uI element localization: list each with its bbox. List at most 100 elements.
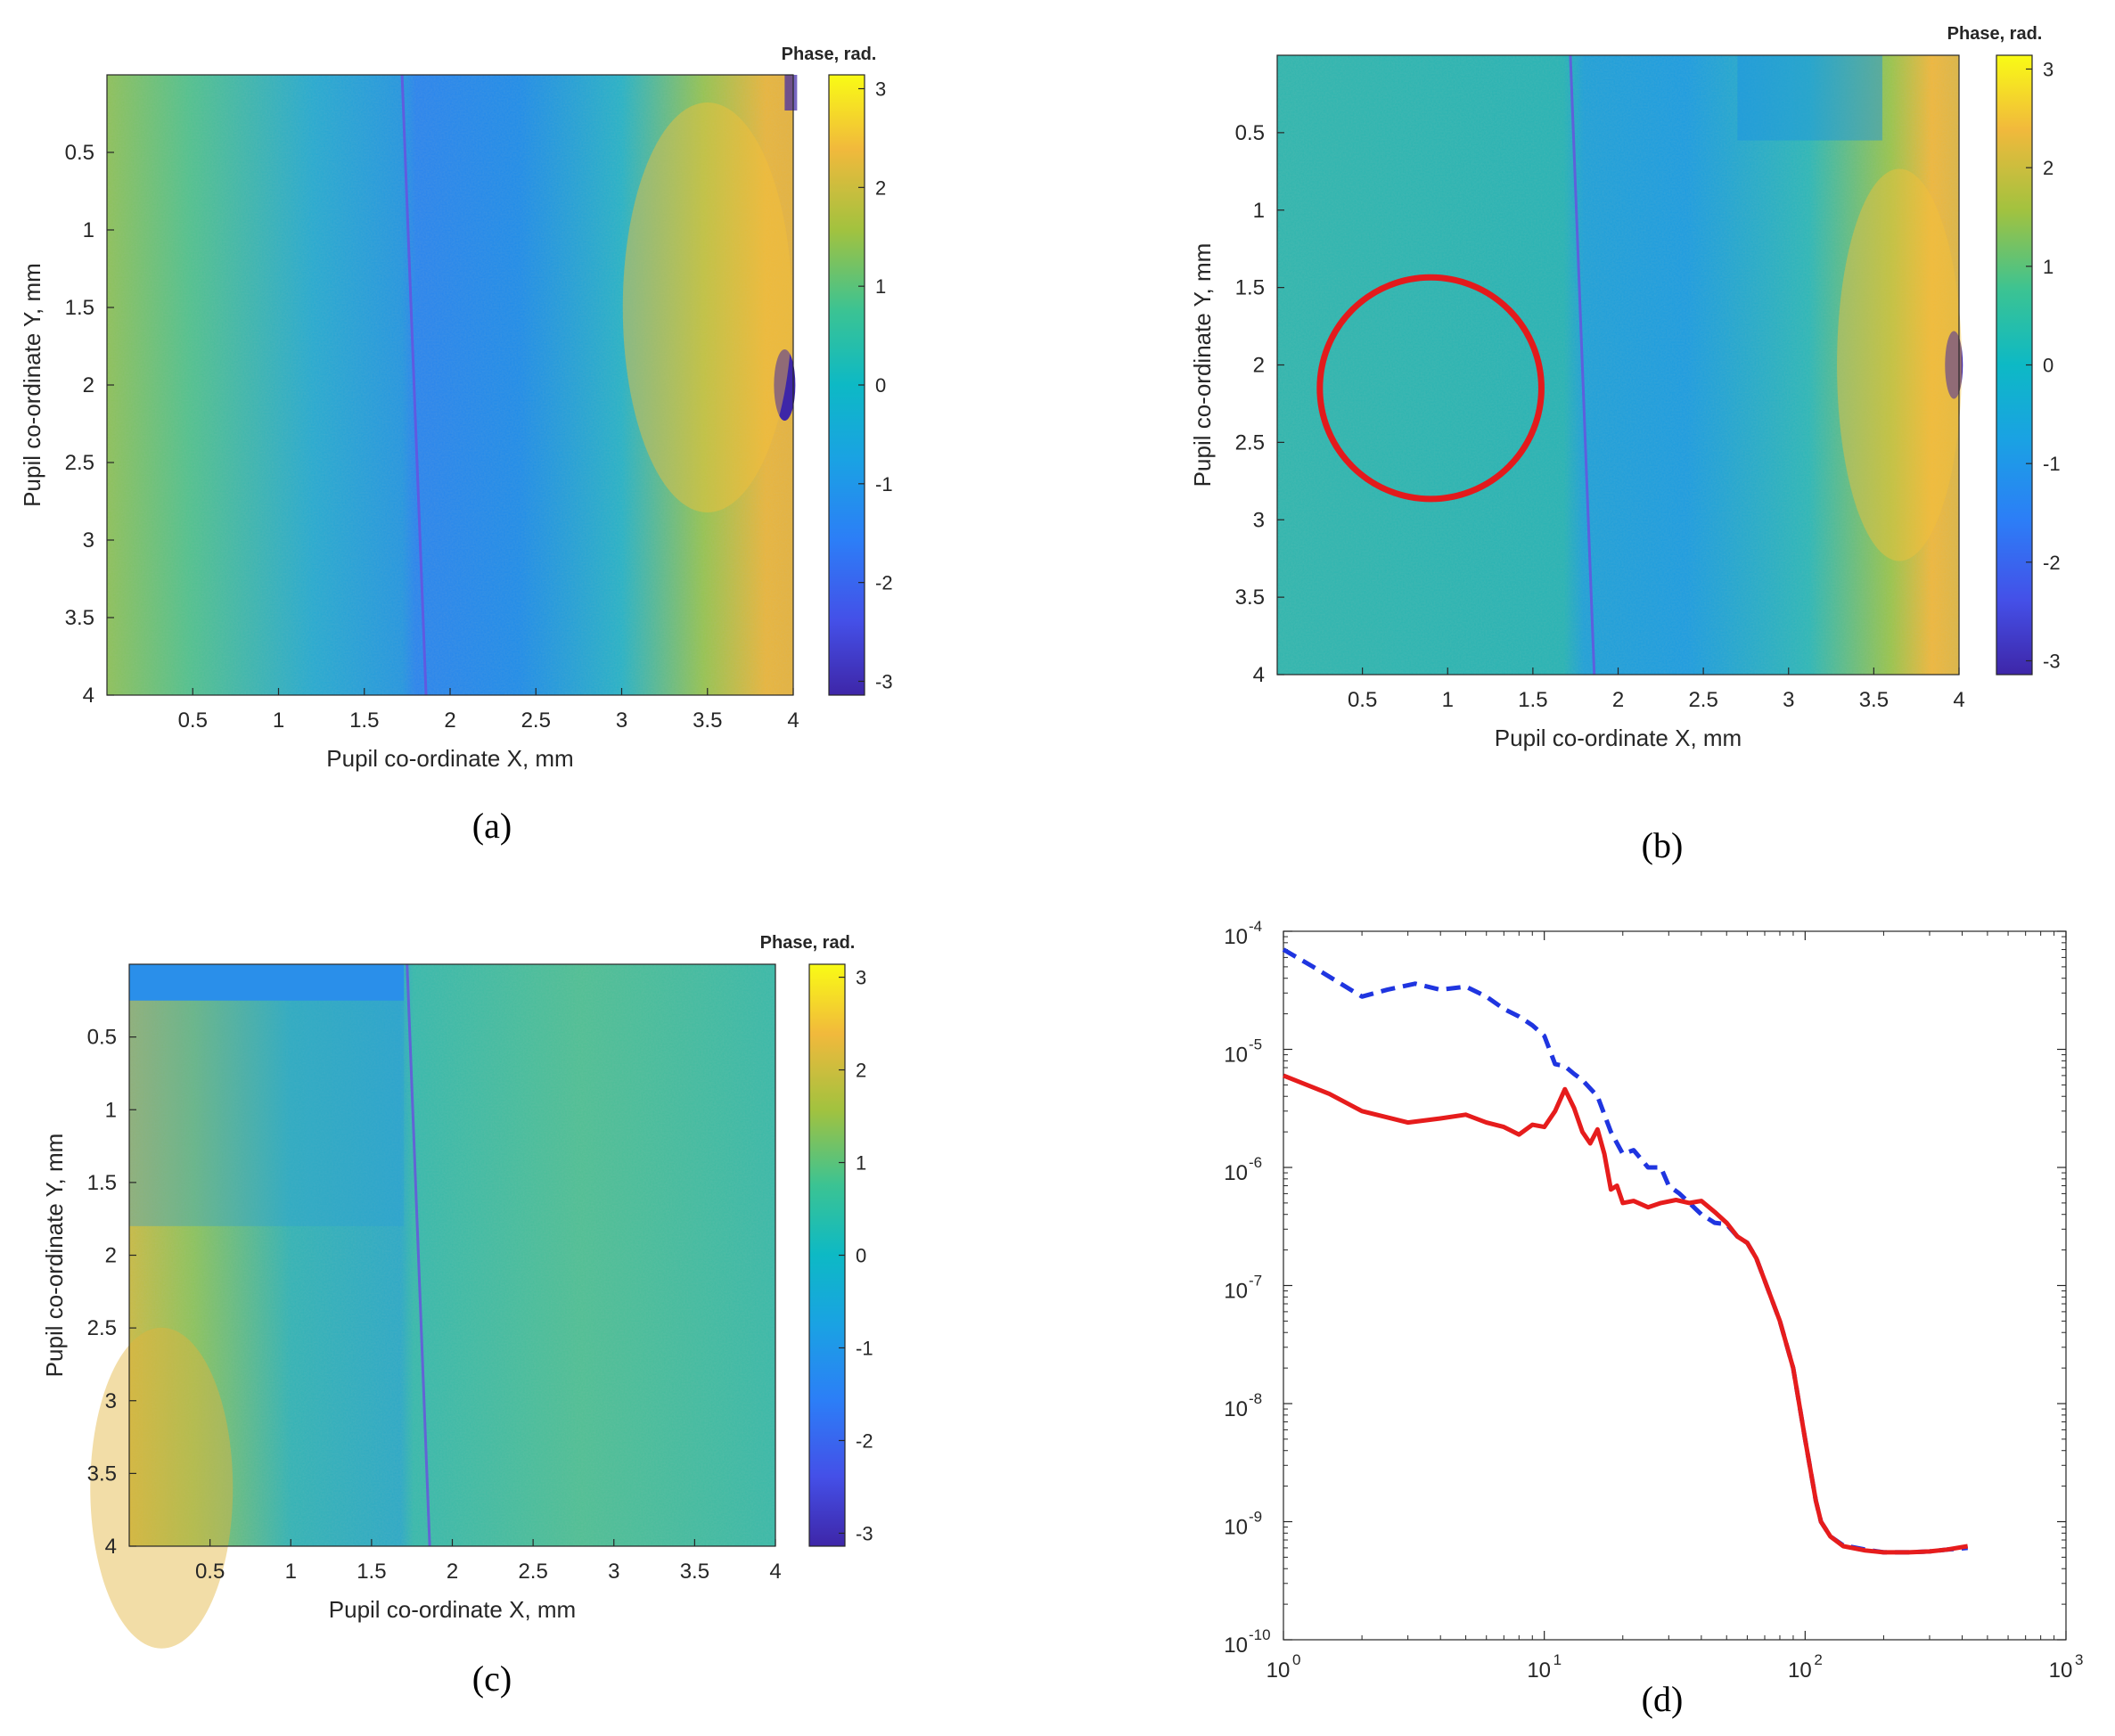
y-tick-label: 3 bbox=[105, 1389, 117, 1413]
colorbar-tick-label: 1 bbox=[856, 1152, 866, 1175]
x-tick-label: 2 bbox=[444, 708, 455, 733]
x-tick-label: 1 bbox=[1442, 688, 1454, 712]
y-tick-label: 1 bbox=[83, 218, 94, 242]
y-tick-label: 2.5 bbox=[87, 1316, 117, 1340]
x-tick-label-base: 10 bbox=[1267, 1658, 1291, 1683]
colorbar-label: Phase, rad. bbox=[1947, 24, 2043, 44]
panel-label-c: (c) bbox=[472, 1658, 512, 1699]
x-tick-label: 3.5 bbox=[680, 1560, 709, 1584]
y-tick-label-exp: -4 bbox=[1249, 918, 1262, 935]
heatmap-panel-a: 0.5 1 1.5 2 2.5 3 3.5 4 0.5 1 1.5 2 2.5 3 3.5 4 Pupil co… bbox=[19, 45, 893, 772]
y-tick-label: 3 bbox=[83, 528, 94, 553]
blue-region bbox=[129, 1000, 405, 1226]
warm-region bbox=[90, 1327, 234, 1649]
y-tick-label-exp: -5 bbox=[1249, 1036, 1262, 1053]
wrap-artifact bbox=[1945, 331, 1963, 399]
y-tick-label-exp: -6 bbox=[1249, 1154, 1262, 1171]
plot-frame bbox=[1283, 930, 2067, 1641]
x-tick-label: 3.5 bbox=[693, 708, 722, 733]
phase-map-texture bbox=[1277, 55, 1959, 675]
y-tick-label-exp: -10 bbox=[1249, 1626, 1271, 1643]
x-tick-label-base: 10 bbox=[1527, 1658, 1551, 1683]
colorbar-tick-label: -2 bbox=[856, 1429, 873, 1452]
y-tick-label-base: 10 bbox=[1224, 925, 1248, 949]
y-tick-label: 4 bbox=[105, 1535, 117, 1559]
y-axis-label: Pupil co-ordinate Y, mm bbox=[19, 263, 45, 507]
x-tick-label-exp: 2 bbox=[1814, 1651, 1822, 1668]
x-tick-label: 2.5 bbox=[1688, 688, 1717, 712]
x-tick-label: 2 bbox=[1612, 688, 1624, 712]
colorbar-tick-label: -1 bbox=[856, 1337, 873, 1359]
y-tick-label: 1.5 bbox=[65, 296, 94, 320]
x-tick-label: 0.5 bbox=[178, 708, 208, 733]
colorbar-tick-label: 2 bbox=[875, 176, 886, 199]
x-tick-label-base: 10 bbox=[2049, 1658, 2073, 1683]
wrap-artifact bbox=[774, 349, 796, 421]
colorbar-tick-label: 3 bbox=[856, 967, 866, 989]
series-dashed-blue bbox=[1282, 947, 1968, 1555]
panel-label-d: (d) bbox=[1642, 1679, 1684, 1719]
x-tick-label: 3 bbox=[1783, 688, 1794, 712]
colorbar-tick-label: 3 bbox=[2043, 58, 2054, 80]
y-tick-label-base: 10 bbox=[1224, 1161, 1248, 1185]
colorbar-tick-label: -3 bbox=[2043, 651, 2061, 673]
x-axis-label: Pupil co-ordinate X, mm bbox=[1495, 725, 1742, 751]
y-tick-label: 2 bbox=[1253, 354, 1265, 378]
top-strip bbox=[129, 964, 405, 1001]
colorbar-tick-label: -2 bbox=[875, 572, 893, 594]
colorbar-tick-label: 1 bbox=[2043, 256, 2054, 278]
y-tick-label: 3.5 bbox=[87, 1462, 117, 1486]
colorbar-tick-label: -1 bbox=[2043, 453, 2061, 475]
x-tick-label: 1 bbox=[273, 708, 284, 733]
x-tick-label: 1.5 bbox=[357, 1560, 386, 1584]
x-tick-label: 1 bbox=[285, 1560, 297, 1584]
colorbar-tick-label: 0 bbox=[2043, 355, 2054, 377]
colorbar-tick-label: 0 bbox=[875, 374, 886, 397]
y-tick-label: 3.5 bbox=[65, 606, 94, 630]
x-tick-label: 2.5 bbox=[521, 708, 551, 733]
x-tick-label: 4 bbox=[787, 708, 799, 733]
x-tick-label: 4 bbox=[1953, 688, 1964, 712]
colorbar-tick-label: 2 bbox=[856, 1060, 866, 1082]
phase-step-line bbox=[1569, 54, 1596, 676]
y-tick-label: 1 bbox=[105, 1098, 117, 1122]
y-tick-label-base: 10 bbox=[1224, 1280, 1248, 1304]
roi-circle bbox=[1316, 274, 1545, 503]
corner-artifact bbox=[784, 75, 798, 111]
x-tick-label: 1.5 bbox=[1518, 688, 1547, 712]
x-tick-label-exp: 3 bbox=[2075, 1651, 2083, 1668]
hot-region bbox=[1837, 168, 1963, 561]
x-axis-label: Pupil co-ordinate X, mm bbox=[326, 745, 573, 772]
x-tick-label: 2.5 bbox=[518, 1560, 547, 1584]
colorbar-tick-label: -2 bbox=[2043, 552, 2061, 574]
panel-label-a: (a) bbox=[472, 806, 512, 846]
phase-map-texture bbox=[129, 964, 775, 1546]
hot-region bbox=[622, 102, 792, 512]
y-tick-label: 3 bbox=[1253, 508, 1265, 532]
y-tick-label-base: 10 bbox=[1224, 1044, 1248, 1068]
dark-patch bbox=[1737, 55, 1882, 141]
y-tick-label: 1.5 bbox=[1235, 276, 1265, 300]
y-tick-label: 2 bbox=[105, 1244, 117, 1268]
x-tick-label: 0.5 bbox=[1348, 688, 1377, 712]
colorbar-tick-label: 2 bbox=[2043, 157, 2054, 179]
colorbar-tick-label: 1 bbox=[875, 275, 886, 298]
y-tick-label: 2.5 bbox=[65, 451, 94, 475]
colorbar-tick-label: -3 bbox=[875, 670, 893, 692]
colorbar-label: Phase, rad. bbox=[782, 45, 877, 64]
colorbar-tick-label: -3 bbox=[856, 1522, 873, 1544]
y-axis-label: Pupil co-ordinate Y, mm bbox=[41, 1134, 68, 1378]
panel-label-b: (b) bbox=[1642, 825, 1684, 865]
y-tick-label: 1.5 bbox=[87, 1171, 117, 1195]
x-tick-label: 3 bbox=[616, 708, 627, 733]
x-tick-label: 0.5 bbox=[195, 1560, 225, 1584]
x-tick-label: 3 bbox=[608, 1560, 619, 1584]
y-tick-label: 0.5 bbox=[65, 141, 94, 165]
y-tick-label-base: 10 bbox=[1224, 1397, 1248, 1421]
series-solid-red bbox=[1283, 1073, 1969, 1555]
y-tick-label-exp: -7 bbox=[1249, 1273, 1262, 1290]
heatmap-panel-b: 0.5 1 1.5 2 2.5 3 3.5 4 0.5 1 1.5 2 2.5 3 3.5 4 Pupil co… bbox=[1189, 24, 2061, 751]
colorbar-label: Phase, rad. bbox=[760, 933, 856, 953]
